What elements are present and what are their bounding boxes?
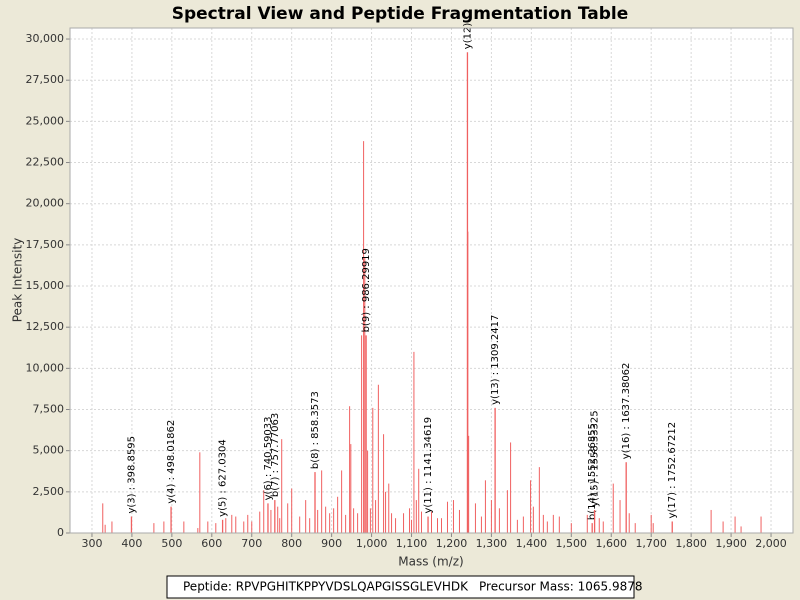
plot-border [69,27,794,534]
y-tick-label: 7,500 [33,403,65,416]
peak-annotation: y(15) : 1558.33325 [590,410,601,507]
y-tick-label: 22,500 [26,156,65,169]
x-tick-label: 400 [121,537,142,550]
x-tick-label: 700 [241,537,262,550]
y-tick-label: 25,000 [26,114,65,127]
peak-annotation: b(9) : 986.29919 [361,248,372,332]
x-tick-label: 800 [281,537,302,550]
x-tick-label: 1,100 [396,537,428,550]
x-tick-label: 1,400 [516,537,548,550]
y-tick-label: 0 [57,526,64,539]
peak-annotation: y(4) : 498.01862 [166,420,177,504]
y-tick-label: 2,500 [33,485,65,498]
peak-annotation: b(7) : 757.77063 [270,413,281,497]
plot-area [70,28,793,533]
y-tick-label: 27,500 [26,73,65,86]
x-tick-label: 600 [201,537,222,550]
x-tick-label: 1,900 [715,537,747,550]
y-tick-label: 20,000 [26,197,65,210]
x-tick-label: 1,800 [675,537,707,550]
peak-annotation: y(6) : 740.59033 [263,416,274,500]
x-tick-label: 900 [321,537,342,550]
y-tick-label: 12,500 [26,320,65,333]
peak-annotation: y(3) : 398.8595 [126,436,137,514]
y-axis-label: Peak Intensity [11,238,25,323]
y-tick-label: 17,500 [26,238,65,251]
chart-title: Spectral View and Peptide Fragmentation … [172,4,629,24]
x-tick-label: 500 [161,537,182,550]
y-tick-label: 10,000 [26,361,65,374]
footer-box [166,575,635,599]
x-tick-label: 1,000 [356,537,388,550]
x-tick-label: 1,300 [476,537,508,550]
peak-annotation: y(11) : 1141.34619 [423,417,434,514]
peptide-text: Peptide: RPVPGHITKPPYVDSLQAPGISSGLEVHDK [183,580,469,594]
y-tick-label: 15,000 [26,279,65,292]
peak-annotation: b(14) : 1552.26855 [587,423,598,520]
precursor-text: Precursor Mass: 1065.9878 [479,580,643,594]
peak-annotation: y(17) : 1752.67212 [667,422,678,519]
peak-annotation: y(5) : 627.0304 [218,439,229,517]
x-tick-label: 2,000 [755,537,787,550]
peak-annotation: y(16) : 1637.38062 [621,363,632,460]
x-tick-label: 1,200 [436,537,468,550]
x-tick-label: 1,500 [556,537,588,550]
peak-annotation: b(8) : 858.3573 [310,391,321,469]
x-tick-label: 300 [81,537,102,550]
x-axis-label: Mass (m/z) [398,555,463,569]
x-tick-label: 1,600 [596,537,628,550]
y-tick-label: 30,000 [26,32,65,45]
y-tick-label: 5,000 [33,444,65,457]
x-tick-label: 1,700 [635,537,667,550]
peak-annotation: y(13) : 1309.2417 [490,315,501,405]
peak-annotation: y(12) [462,23,473,50]
